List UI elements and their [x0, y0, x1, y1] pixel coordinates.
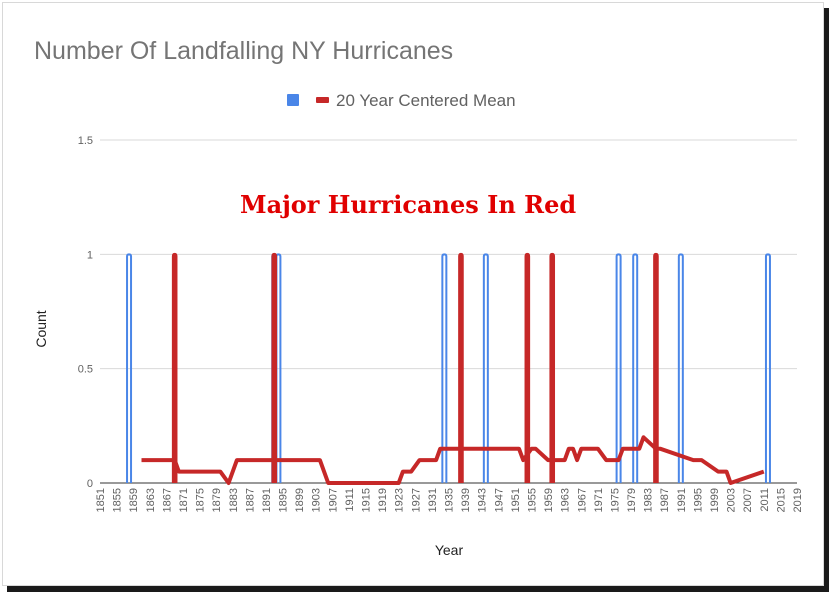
major-hurricane-spike	[524, 252, 531, 483]
x-tick-label: 1991	[676, 488, 688, 512]
y-tick-labels: 0 0.5 1 1.5	[78, 135, 93, 490]
x-tick-label: 1895	[278, 488, 290, 512]
major-hurricane-spike	[653, 252, 659, 483]
x-tick-label: 1947	[493, 488, 505, 512]
x-tick-label: 2007	[742, 488, 754, 512]
x-tick-label: 1959	[543, 488, 555, 512]
landfall-spike	[482, 253, 489, 483]
legend[interactable]: 20 Year Centered Mean	[287, 91, 516, 110]
x-tick-label: 1979	[626, 488, 638, 512]
centered-mean-line	[141, 435, 765, 485]
landfall-spike	[764, 253, 771, 483]
x-tick-label: 1883	[228, 488, 240, 512]
chart-title: Number Of Landfalling NY Hurricanes	[34, 37, 453, 65]
x-axis-label: Year	[435, 542, 464, 558]
x-tick-label: 2011	[759, 488, 771, 512]
annotation-major-hurricanes: Major Hurricanes In Red	[240, 190, 576, 219]
x-tick-label: 1903	[311, 488, 323, 512]
x-tick-label: 1863	[145, 488, 157, 512]
landfall-spike	[126, 253, 133, 483]
x-tick-label: 1975	[609, 488, 621, 512]
x-tick-label: 1919	[377, 488, 389, 512]
x-tick-label: 1899	[294, 488, 306, 512]
landfall-spike	[632, 253, 639, 483]
x-tick-label: 1851	[95, 488, 107, 512]
x-tick-label: 1879	[211, 488, 223, 512]
x-tick-label: 1923	[394, 488, 406, 512]
x-tick-label: 1927	[410, 488, 422, 512]
x-tick-labels: 1851 1855 1859 1863 1867 1871 1875 1879 1883 1887…	[95, 488, 804, 512]
landfall-spike	[615, 253, 622, 483]
x-tick-label: 1943	[477, 488, 489, 512]
x-tick-label: 1955	[526, 488, 538, 512]
y-tick-label: 0.5	[78, 364, 93, 376]
x-tick-label: 1887	[244, 488, 256, 512]
x-tick-label: 1999	[709, 488, 721, 512]
x-tick-label: 1971	[593, 488, 605, 512]
x-tick-label: 1891	[261, 488, 273, 512]
hurricane-chart: Number Of Landfalling NY Hurricanes 20 Y…	[33, 37, 804, 558]
x-tick-label: 1967	[576, 488, 588, 512]
x-tick-label: 2019	[792, 488, 804, 512]
landfall-spike	[677, 253, 684, 483]
x-tick-label: 1939	[460, 488, 472, 512]
legend-square-icon	[287, 94, 299, 106]
x-tick-label: 1871	[178, 488, 190, 512]
x-tick-label: 1875	[195, 488, 207, 512]
x-tick-label: 1911	[344, 488, 356, 512]
x-tick-label: 1915	[361, 488, 373, 512]
legend-label: 20 Year Centered Mean	[336, 91, 516, 110]
major-hurricane-spike	[549, 252, 556, 483]
major-hurricane-spike	[171, 252, 178, 483]
y-axis-label: Count	[33, 310, 49, 347]
x-tick-label: 1867	[161, 488, 173, 512]
x-tick-label: 2015	[775, 488, 787, 512]
chart-frame: Number Of Landfalling NY Hurricanes 20 Y…	[2, 2, 824, 586]
x-tick-label: 1951	[510, 488, 522, 512]
x-tick-label: 1855	[112, 488, 124, 512]
x-tick-label: 1907	[327, 488, 339, 512]
y-tick-label: 1	[87, 249, 93, 261]
x-tick-label: 1935	[444, 488, 456, 512]
grid	[100, 139, 797, 484]
legend-line-icon	[316, 97, 329, 103]
landfall-spike	[441, 253, 448, 483]
major-hurricane-spike	[271, 252, 278, 483]
x-tick-label: 1931	[427, 488, 439, 512]
x-tick-label: 2003	[726, 488, 738, 512]
major-hurricane-series	[171, 252, 659, 483]
y-tick-label: 1.5	[78, 135, 93, 147]
x-tick-label: 1995	[692, 488, 704, 512]
major-hurricane-spike	[458, 252, 464, 483]
x-tick-label: 1963	[560, 488, 572, 512]
x-tick-label: 1983	[643, 488, 655, 512]
x-tick-label: 1987	[659, 488, 671, 512]
x-tick-label: 1859	[128, 488, 140, 512]
y-tick-label: 0	[87, 478, 93, 490]
